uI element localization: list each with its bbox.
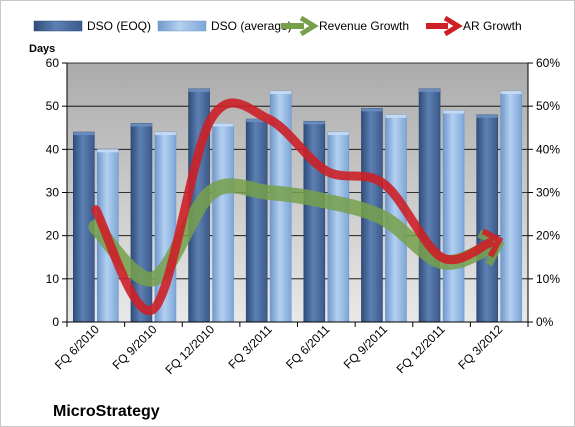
y-tick-label-right: 50% [536,99,560,113]
x-tick-label: FQ 12/2010 [162,322,217,377]
bar-top-dso-average [270,91,292,95]
legend-item-dso-eoq: DSO (EOQ) [33,19,151,33]
x-tick-label: FQ 9/2011 [341,322,391,372]
legend-label-dso-eoq: DSO (EOQ) [87,19,151,33]
bar-top-dso-eoq [130,123,152,127]
x-tick-label: FQ 9/2010 [110,322,160,372]
x-tick-label: FQ 6/2010 [52,322,102,372]
bar-top-dso-eoq [361,108,383,112]
y-tick-label-right: 10% [536,272,560,286]
bar-top-dso-average [97,149,119,153]
bar-dso-eoq [418,88,441,323]
bar-top-dso-eoq [73,132,95,136]
company-name: MicroStrategy [53,403,160,420]
bar-dso-average [500,90,522,323]
bar-top-dso-eoq [188,88,210,92]
y-tick-label-left: 0 [52,315,59,329]
y-tick-label-right: 20% [536,229,560,243]
legend-label-ar-growth: AR Growth [463,19,522,33]
y-tick-label-left: 40 [46,142,60,156]
bar-top-dso-average [385,114,407,118]
x-tick-label: FQ 6/2011 [283,322,333,372]
legend-label-dso-average: DSO (average) [211,19,292,33]
lines-layer [88,98,505,316]
y-tick-label-left: 20 [46,229,60,243]
bar-top-dso-eoq [419,88,441,92]
bar-dso-average [442,110,465,323]
bar-top-dso-average [443,110,465,114]
y-tick-label-left: 60 [46,56,60,70]
legend-swatch-dso-eoq [33,20,83,32]
y-tick-label-left: 10 [46,272,60,286]
bar-dso-eoq [476,114,498,323]
y-tick-label-right: 40% [536,142,560,156]
bar-top-dso-average [154,132,176,136]
bar-top-dso-eoq [476,114,498,118]
legend-swatch-dso-average [157,20,207,32]
bar-top-dso-average [212,123,234,127]
bar-dso-eoq [245,118,268,323]
y-tick-label-right: 0% [536,315,554,329]
legend-label-revenue-growth: Revenue Growth [319,19,409,33]
legend: DSO (EOQ) DSO (average) Revenue Growth A… [33,15,522,37]
legend-item-dso-average: DSO (average) [157,19,292,33]
legend-item-ar-growth: AR Growth [426,15,522,37]
x-tick-label: FQ 3/2012 [455,322,505,372]
y-tick-label-left: 30 [46,186,60,200]
bar-top-dso-eoq [303,121,325,125]
bar-dso-average [212,123,234,323]
bar-top-dso-average [500,91,522,95]
y-axis-label-left: Days [29,43,55,55]
y-tick-label-right: 30% [536,186,560,200]
x-tick-label: FQ 3/2011 [225,322,275,372]
bar-top-dso-average [327,132,349,136]
legend-item-revenue-growth: Revenue Growth [281,15,409,37]
legend-arrowhead-ar-growth [443,15,463,37]
y-tick-label-right: 60% [536,56,560,70]
y-tick-label-left: 50 [46,99,60,113]
bar-dso-average [327,131,350,323]
bar-top-dso-eoq [246,119,268,123]
legend-arrowhead-revenue-growth [299,15,319,37]
x-tick-label: FQ 12/2011 [394,322,448,376]
